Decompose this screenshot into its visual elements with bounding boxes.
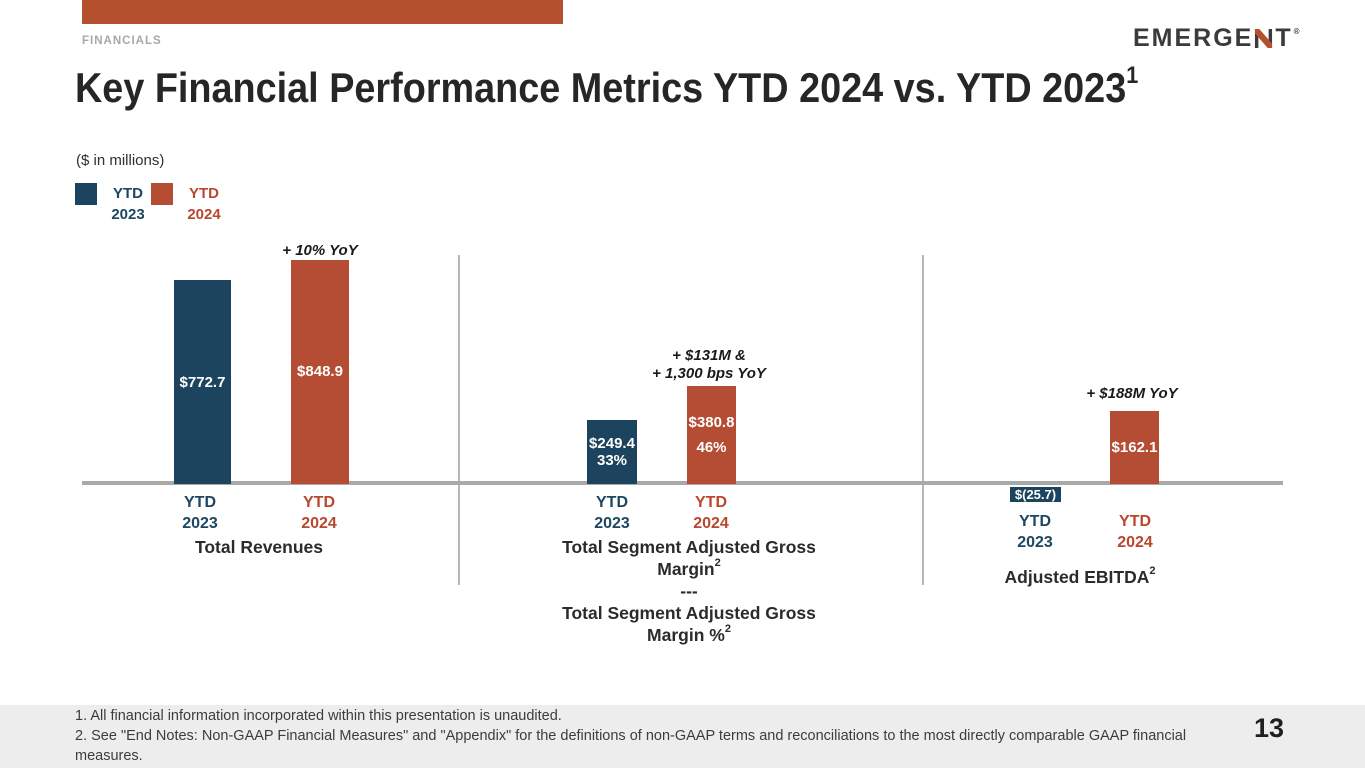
category-label-ebitda-ytd2024: YTD 2024: [1117, 513, 1153, 552]
bar-value-label: $380.8: [688, 414, 735, 432]
chart-title-line: Total Segment Adjusted Gross: [562, 602, 816, 623]
chart-title-text: Margin %: [647, 624, 725, 645]
bar-ebitda-ytd2024: $162.1: [1110, 411, 1159, 484]
chart-title-ebitda: Adjusted EBITDA2: [950, 565, 1210, 589]
category-label-gross-margin-ytd2023: YTD 2023: [594, 494, 630, 533]
bar-revenues-ytd2024: $848.9: [291, 259, 349, 484]
chart-title-revenues: Total Revenues: [194, 537, 324, 557]
chart-title-line: Margin %2: [553, 622, 825, 647]
bar-gross-margin-ytd2023: $249.4 33%: [587, 420, 637, 484]
footnotes: 1. All financial information incorporate…: [75, 706, 1235, 766]
chart-legend: YTD 2023 YTD 2024: [75, 183, 227, 225]
bar-ebitda-ytd2023-negative: $(25.7): [1010, 487, 1061, 502]
footnote-ref: 2: [724, 622, 731, 635]
annotation-line: + $188M YoY: [1086, 385, 1178, 402]
legend-item-ytd2023: YTD 2023: [75, 183, 151, 225]
footer-band: [0, 705, 1365, 768]
section-eyebrow: FINANCIALS: [82, 35, 162, 47]
category-label-revenues-ytd2024: YTD 2024: [301, 494, 337, 533]
page-number: 13: [1253, 713, 1285, 743]
bar-value-label: $162.1: [1111, 439, 1158, 457]
yoy-annotation-gross-margin: + $131M & + 1,300 bps YoY: [609, 347, 809, 383]
slide-title: Key Financial Performance Metrics YTD 20…: [75, 62, 1139, 112]
chart-title-gross-margin: Total Segment Adjusted Gross Margin2 ---…: [553, 537, 825, 646]
chart-title-line: Total Segment Adjusted Gross: [562, 537, 816, 557]
logo-text-part1: EMERGE: [1133, 24, 1254, 52]
legend-label-ytd2024: YTD 2024: [187, 185, 221, 223]
slide-title-text: Key Financial Performance Metrics YTD 20…: [75, 64, 1127, 111]
bar-percent-label: 33%: [596, 452, 628, 469]
bar-revenues-ytd2023: $772.7: [174, 280, 231, 484]
footnote-ref: 2: [714, 557, 721, 570]
emergent-logo: EMERGE T ®: [1133, 24, 1300, 53]
legend-item-ytd2024: YTD 2024: [151, 183, 227, 225]
legend-swatch-ytd2024: [151, 183, 173, 205]
chart-title-line: Margin2: [553, 557, 825, 581]
bar-value-label: $(25.7): [1014, 487, 1057, 502]
bar-value-label: $772.7: [179, 373, 226, 391]
emergent-n-icon: [1255, 29, 1273, 48]
yoy-annotation-ebitda: + $188M YoY: [1052, 385, 1212, 403]
footnote-2: 2. See "End Notes: Non-GAAP Financial Me…: [75, 728, 1187, 764]
footnote-ref: 2: [1149, 565, 1156, 578]
slide-title-footnote-ref: 1: [1126, 62, 1139, 89]
chart-divider-2: [922, 255, 924, 585]
bar-value-label: $848.9: [297, 363, 343, 381]
bar-gross-margin-ytd2024: $380.8 46%: [687, 386, 736, 484]
category-label-revenues-ytd2023: YTD 2023: [182, 494, 218, 533]
chart-title-separator: ---: [680, 580, 698, 601]
chart-title-text: Adjusted EBITDA: [1004, 567, 1150, 587]
logo-text-part2: T: [1275, 24, 1293, 52]
footnote-1: 1. All financial information incorporate…: [75, 708, 562, 724]
legend-swatch-ytd2023: [75, 183, 97, 205]
bar-percent-label: 46%: [696, 439, 727, 457]
category-label-ebitda-ytd2023: YTD 2023: [1017, 513, 1053, 552]
yoy-annotation-revenues: + 10% YoY: [240, 242, 400, 260]
annotation-line: + 10% YoY: [282, 242, 358, 259]
units-note: ($ in millions): [76, 152, 165, 169]
chart-title-text: Margin: [657, 558, 715, 579]
x-axis-line: [82, 481, 1283, 485]
category-label-gross-margin-ytd2024: YTD 2024: [693, 494, 729, 533]
bar-value-label: $249.4: [589, 435, 635, 452]
accent-bar: [82, 0, 563, 24]
annotation-line: + 1,300 bps YoY: [652, 365, 766, 382]
legend-label-ytd2023: YTD 2023: [111, 185, 145, 223]
annotation-line: + $131M &: [672, 347, 746, 364]
chart-divider-1: [458, 255, 460, 585]
registered-mark: ®: [1293, 27, 1300, 36]
